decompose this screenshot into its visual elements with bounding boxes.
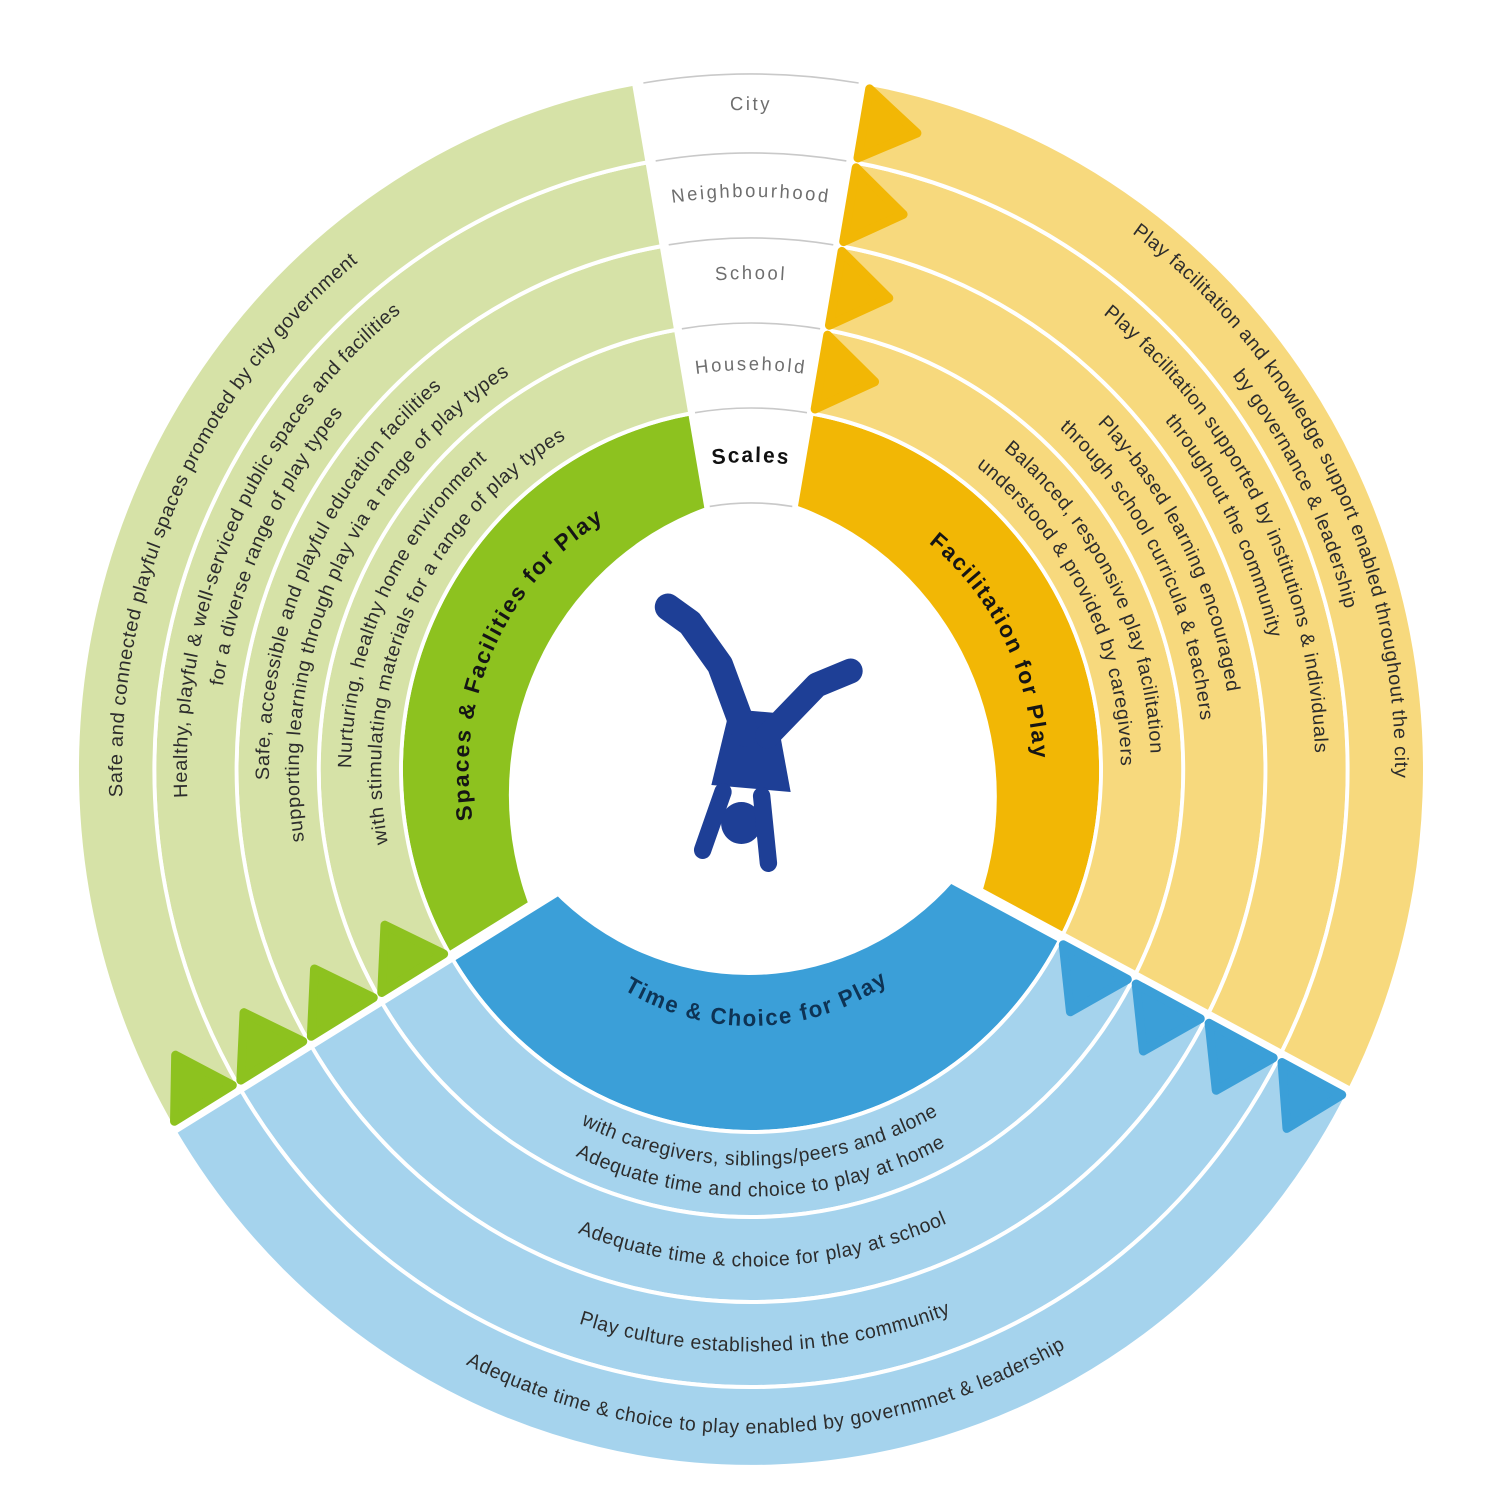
scale-label-city: City — [730, 93, 772, 115]
chevron-time-household-icon — [1058, 940, 1132, 1017]
scales-wedge-divider-arc — [681, 322, 821, 330]
chevron-spaces-household-icon — [377, 920, 449, 997]
scales-wedge-divider-arc — [655, 152, 847, 162]
chevron-facilitation-city-icon — [853, 84, 922, 163]
sector-divider — [167, 852, 613, 1136]
chevron-time-school-icon — [1131, 979, 1205, 1056]
scales-wedge — [633, 69, 869, 605]
scales-wedge-divider-arc — [643, 73, 859, 84]
chevron-time-city-icon — [1277, 1058, 1347, 1133]
chevron-facilitation-school-icon — [824, 246, 894, 330]
figure-head — [721, 802, 762, 844]
chevron-facilitation-household-icon — [810, 330, 880, 414]
chevron-time-neighbourhood-icon — [1204, 1018, 1278, 1095]
chevron-spaces-neighbourhood-icon — [236, 1008, 308, 1085]
chevron-facilitation-neighbourhood-icon — [839, 163, 908, 247]
chevron-spaces-city-icon — [170, 1050, 237, 1126]
chevron-spaces-school-icon — [306, 964, 378, 1041]
figure-left-leg-up — [654, 593, 759, 747]
scales-heading: Scales — [711, 444, 792, 470]
wheel-shapes-layer — [75, 69, 1427, 1469]
scales-wedge-divider-arc — [668, 237, 834, 246]
sector-divider — [894, 843, 1355, 1099]
cartwheel-child-figure-icon — [654, 593, 863, 872]
figure-right-arm-down — [752, 787, 778, 872]
wheel-root: City Neighbourhood School Household Scal… — [75, 69, 1427, 1469]
figure-right-leg-up — [755, 658, 863, 749]
scale-label-school: School — [714, 262, 787, 285]
figure-left-arm-down — [693, 783, 732, 859]
scale-label-household: Household — [694, 353, 808, 378]
sector-spaces-ring-city — [75, 81, 650, 1131]
scales-wedge-divider-arc — [709, 502, 793, 508]
scales-wedge-divider-arc — [694, 407, 808, 414]
